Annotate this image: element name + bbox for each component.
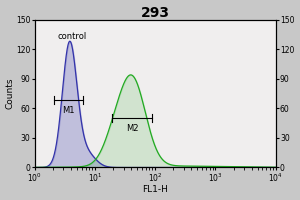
Title: 293: 293 xyxy=(141,6,170,20)
Text: M2: M2 xyxy=(126,124,138,133)
Text: M1: M1 xyxy=(62,106,75,115)
Y-axis label: Counts: Counts xyxy=(6,78,15,109)
Text: control: control xyxy=(58,32,87,41)
X-axis label: FL1-H: FL1-H xyxy=(142,185,168,194)
